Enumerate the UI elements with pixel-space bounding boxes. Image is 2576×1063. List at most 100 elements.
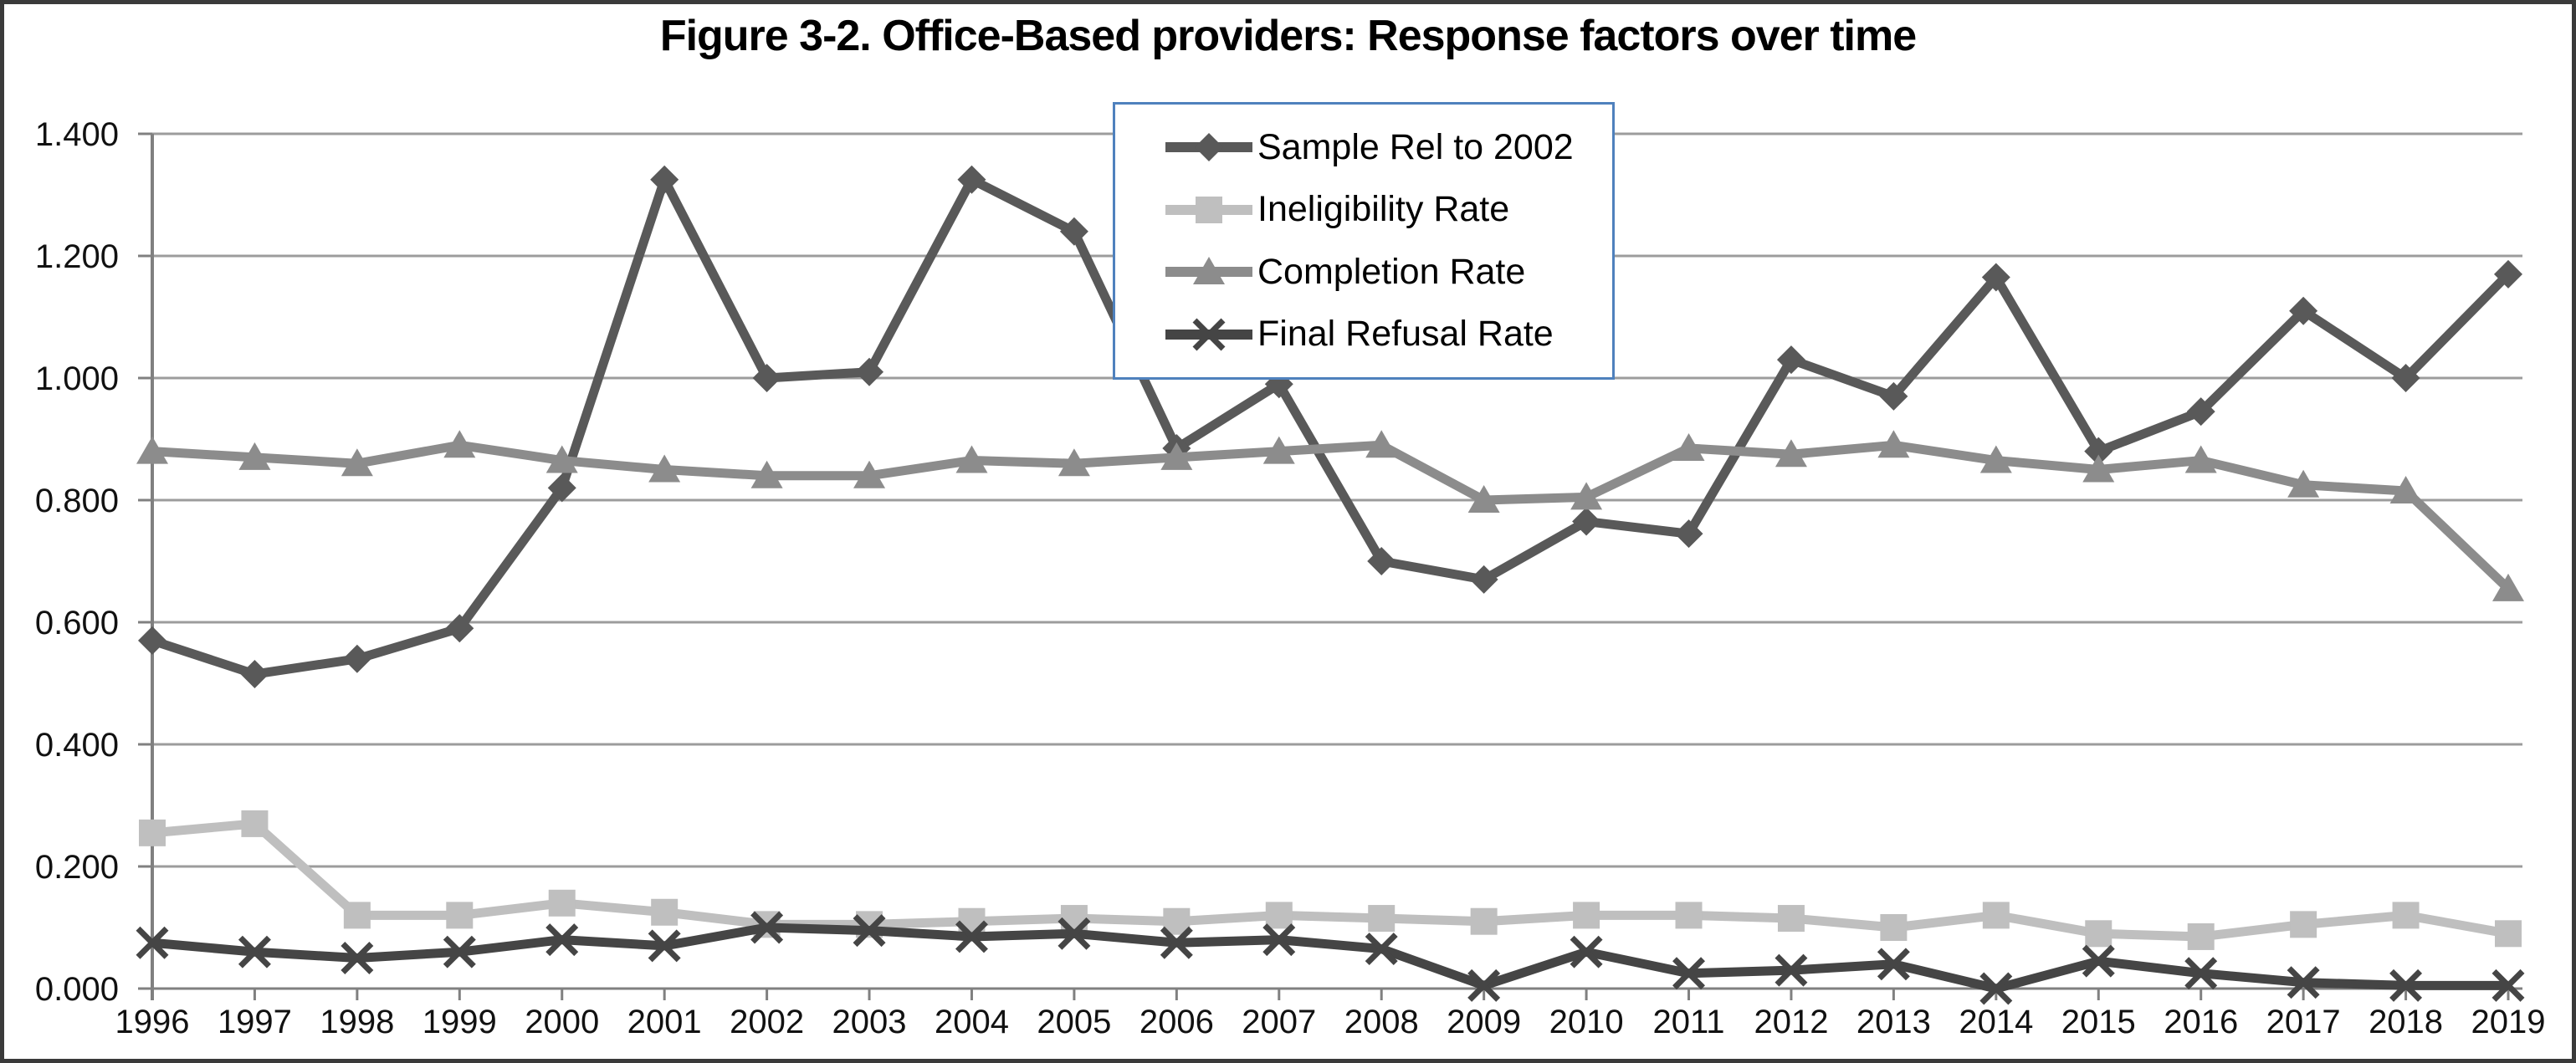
x-tick-label: 2015 xyxy=(2061,1004,2136,1040)
x-marker-icon xyxy=(1775,953,1808,987)
square-marker-icon xyxy=(2187,922,2215,950)
series-line xyxy=(151,440,2512,592)
square-marker-icon xyxy=(343,902,371,929)
x-tick-label: 1997 xyxy=(218,1004,292,1040)
x-tick-label: 2011 xyxy=(1653,1004,1725,1040)
x-tick-label: 1999 xyxy=(423,1004,497,1040)
x-marker-icon xyxy=(1979,972,2013,1005)
x-marker-icon xyxy=(2184,957,2218,990)
diamond-marker-icon xyxy=(752,364,781,392)
square-marker-icon xyxy=(1265,902,1293,929)
triangle-marker-icon xyxy=(2389,476,2422,504)
triangle-marker-icon xyxy=(2492,573,2524,601)
x-tick-label: 2019 xyxy=(2471,1004,2546,1040)
diamond-marker-icon xyxy=(445,614,474,643)
triangle-marker-icon xyxy=(1467,485,1500,513)
series-sample-rel-to-2002 xyxy=(138,165,2522,689)
x-marker-icon xyxy=(2287,966,2320,999)
x-tick-label: 2017 xyxy=(2266,1004,2341,1040)
triangle-marker-icon xyxy=(238,442,271,470)
x-marker-icon xyxy=(955,920,988,953)
legend-item-completion: Completion Rate xyxy=(1164,253,1612,291)
plot-area: 0.000 0.200 0.400 0.600 0.800 1.000 1.200 1.400… xyxy=(35,116,2546,1040)
legend: Sample Rel to 2002 Ineligibility Rate Co… xyxy=(1113,102,1615,380)
x-tick-label: 2000 xyxy=(525,1004,599,1040)
y-tick-label: 1.400 xyxy=(35,116,119,153)
x-marker-icon xyxy=(2389,968,2423,1002)
x-tick-label: 2003 xyxy=(832,1004,907,1040)
x-marker-icon xyxy=(1467,968,1501,1002)
x-marker-icon xyxy=(1365,933,1398,966)
square-marker-icon xyxy=(1470,907,1498,935)
triangle-marker-icon xyxy=(1165,257,1252,285)
series-line xyxy=(151,175,2512,679)
square-marker-icon xyxy=(1675,902,1703,929)
legend-item-sample-rel: Sample Rel to 2002 xyxy=(1164,128,1612,166)
triangle-marker-icon xyxy=(1775,439,1807,468)
y-tick-label: 0.200 xyxy=(35,849,119,886)
x-tick-label: 2009 xyxy=(1447,1004,1521,1040)
diamond-marker-icon xyxy=(1981,263,2010,292)
legend-label: Ineligibility Rate xyxy=(1257,189,1510,230)
y-tick-label: 0.000 xyxy=(35,971,119,1008)
chart-title: Figure 3-2. Office-Based providers: Resp… xyxy=(659,12,1917,60)
legend-label: Final Refusal Rate xyxy=(1257,314,1554,355)
triangle-marker-icon xyxy=(545,445,578,473)
triangle-marker-icon xyxy=(2287,469,2320,498)
y-tick-label: 1.200 xyxy=(35,238,119,275)
x-marker-icon xyxy=(2491,968,2525,1002)
legend-item-ineligibility: Ineligibility Rate xyxy=(1164,191,1612,229)
x-marker-icon xyxy=(341,942,374,974)
triangle-marker-icon xyxy=(1570,482,1603,510)
x-tick-label: 2006 xyxy=(1139,1004,1214,1040)
series-final-refusal-rate xyxy=(136,911,2525,1005)
diamond-marker-icon xyxy=(342,644,371,673)
x-tick-label: 2010 xyxy=(1549,1004,1624,1040)
x-tick-label: 2018 xyxy=(2369,1004,2443,1040)
square-marker-icon xyxy=(2392,902,2420,929)
square-marker-icon xyxy=(241,810,269,837)
diamond-marker-icon xyxy=(957,165,986,194)
x-tick-label: 2001 xyxy=(627,1004,702,1040)
x-tick-label: 1996 xyxy=(115,1004,190,1040)
x-marker-icon xyxy=(750,911,784,944)
diamond-marker-icon xyxy=(1776,345,1805,375)
x-tick-label: 2008 xyxy=(1344,1004,1419,1040)
x-tick-label: 2005 xyxy=(1037,1004,1111,1040)
x-marker-icon xyxy=(1165,318,1252,351)
square-marker-icon xyxy=(139,819,166,846)
x-marker-icon xyxy=(545,923,579,957)
diamond-marker-icon xyxy=(547,473,576,503)
triangle-marker-icon xyxy=(853,460,886,488)
legend-label: Completion Rate xyxy=(1257,251,1526,292)
square-marker-icon xyxy=(1165,196,1252,223)
triangle-marker-icon xyxy=(648,454,681,483)
x-tick-label: 2016 xyxy=(2164,1004,2238,1040)
x-marker-icon xyxy=(1058,917,1091,950)
x-marker-icon xyxy=(443,935,476,968)
triangle-marker-icon xyxy=(955,445,988,473)
triangle-marker-icon xyxy=(1193,257,1225,285)
x-tick-label: 2012 xyxy=(1754,1004,1828,1040)
triangle-marker-icon xyxy=(443,430,476,458)
diamond-marker-icon xyxy=(1059,217,1088,246)
x-tick-label: 2014 xyxy=(1959,1004,2033,1040)
diamond-marker-icon xyxy=(1572,507,1601,536)
diamond-marker-icon xyxy=(1674,519,1703,549)
square-marker-icon xyxy=(2085,920,2113,948)
diamond-marker-icon xyxy=(2391,364,2420,392)
square-marker-icon xyxy=(1368,905,1396,933)
square-marker-icon xyxy=(651,898,679,926)
diamond-marker-icon xyxy=(650,165,679,194)
diamond-marker-icon xyxy=(2084,437,2113,466)
y-tick-label: 0.800 xyxy=(35,483,119,519)
x-tick-label: 2002 xyxy=(730,1004,804,1040)
triangle-marker-icon xyxy=(2184,445,2217,473)
square-marker-icon xyxy=(1880,914,1908,941)
square-marker-icon xyxy=(1982,902,2010,929)
triangle-marker-icon xyxy=(136,436,168,464)
diamond-marker-icon xyxy=(1195,133,1223,162)
x-marker-icon xyxy=(1160,926,1193,959)
triangle-marker-icon xyxy=(2082,454,2115,483)
